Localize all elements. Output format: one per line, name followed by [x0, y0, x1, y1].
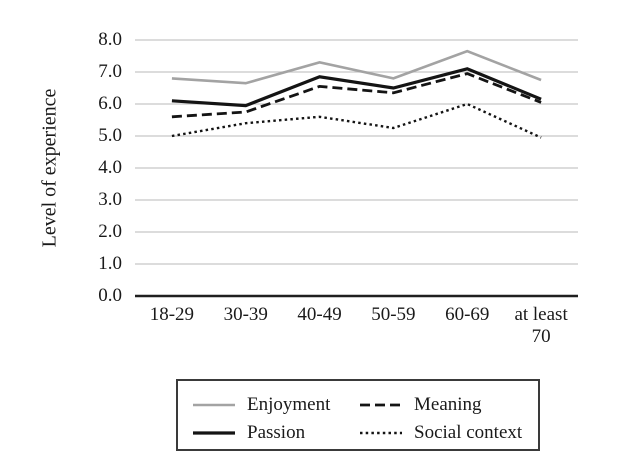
x-tick-label: 60-69 — [445, 304, 490, 325]
legend-item-meaning: Meaning — [358, 391, 538, 419]
legend-item-passion: Passion — [191, 419, 358, 447]
legend-item-social-context: Social context — [358, 419, 538, 447]
y-tick-label: 1.0 — [98, 253, 122, 274]
y-tick-label: 5.0 — [98, 125, 122, 146]
y-tick-label: 8.0 — [98, 29, 122, 50]
x-tick-label: 30-39 — [223, 304, 268, 325]
legend-label: Meaning — [414, 394, 482, 415]
x-tick-label: 18-29 — [149, 304, 195, 325]
y-tick-label: 6.0 — [98, 93, 122, 114]
legend-line-sample-meaning — [360, 403, 402, 407]
series-line-social-context — [171, 102, 542, 139]
legend-item-enjoyment: Enjoyment — [191, 391, 358, 419]
y-axis-title: Level of experience — [38, 88, 61, 248]
x-tick-label: 40-49 — [297, 304, 342, 325]
legend-label: Social context — [414, 422, 523, 443]
plot-area — [135, 39, 578, 298]
series-line-passion — [171, 67, 542, 108]
y-tick-label: 2.0 — [98, 221, 122, 242]
legend-line-sample-social-context — [360, 431, 402, 435]
x-tick-label: 50-59 — [371, 304, 416, 325]
y-tick-label: 4.0 — [98, 157, 122, 178]
legend-label: Passion — [247, 422, 306, 443]
series-line-meaning — [171, 72, 542, 119]
legend-line-sample-passion — [193, 431, 235, 435]
y-tick-label: 7.0 — [98, 61, 122, 82]
legend-line-sample-enjoyment — [193, 403, 235, 407]
y-tick-label: 3.0 — [98, 189, 122, 210]
legend-label: Enjoyment — [247, 394, 331, 415]
y-tick-label: 0.0 — [98, 285, 122, 306]
x-tick-label: at least 70 — [514, 304, 568, 347]
legend: Enjoyment Meaning Passion Social context — [176, 379, 540, 451]
series-line-enjoyment — [171, 49, 542, 85]
